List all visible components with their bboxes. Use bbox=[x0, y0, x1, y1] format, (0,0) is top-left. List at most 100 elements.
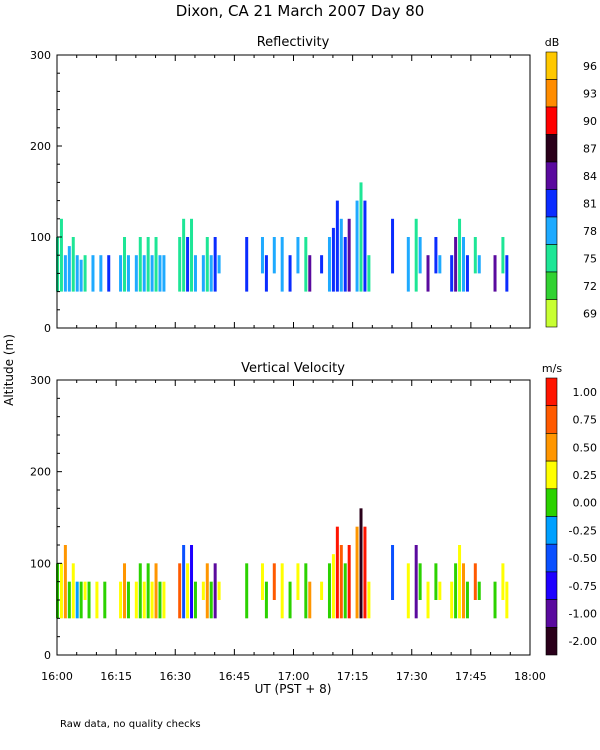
reflectivity-column bbox=[178, 237, 182, 292]
y-axis-label: Altitude (m) bbox=[2, 334, 16, 406]
reflectivity-column bbox=[245, 237, 249, 292]
velocity-colorbar-label: 0.50 bbox=[573, 441, 598, 454]
velocity-column bbox=[142, 581, 146, 619]
reflectivity-column bbox=[501, 237, 505, 274]
velocity-column bbox=[280, 563, 284, 619]
velocity-column bbox=[406, 563, 410, 619]
velocity-column bbox=[367, 581, 371, 619]
reflectivity-colorbar-label: 84 bbox=[583, 170, 597, 183]
velocity-column bbox=[146, 563, 150, 619]
velocity-colorbar-swatch bbox=[545, 405, 558, 434]
reflectivity-column bbox=[280, 237, 284, 292]
reflectivity-colorbar-label: 81 bbox=[583, 197, 597, 210]
reflectivity-column bbox=[461, 237, 465, 292]
reflectivity-colorbar-swatch bbox=[545, 106, 558, 135]
velocity-column bbox=[331, 554, 335, 619]
reflectivity-y-tick-label: 100 bbox=[30, 231, 51, 244]
reflectivity-column bbox=[138, 237, 142, 292]
velocity-title: Vertical Velocity bbox=[241, 361, 345, 376]
reflectivity-column bbox=[331, 227, 335, 292]
reflectivity-column bbox=[465, 255, 469, 292]
velocity-column bbox=[119, 581, 123, 619]
velocity-column bbox=[79, 581, 83, 619]
velocity-column bbox=[138, 563, 142, 619]
reflectivity-colorbar: 96 93 90 87 84 81 78 75 72 69 bbox=[545, 51, 597, 328]
reflectivity-column bbox=[458, 218, 462, 292]
reflectivity-colorbar-label: 90 bbox=[583, 115, 597, 128]
velocity-column bbox=[186, 563, 190, 619]
reflectivity-column bbox=[126, 255, 130, 292]
velocity-column bbox=[217, 581, 221, 600]
velocity-column bbox=[209, 581, 213, 619]
reflectivity-colorbar-swatch bbox=[545, 299, 558, 328]
velocity-y-tick-label: 200 bbox=[30, 466, 51, 479]
velocity-column bbox=[347, 545, 351, 619]
velocity-x-tick-label: 17:00 bbox=[278, 670, 310, 683]
reflectivity-column bbox=[150, 255, 154, 292]
velocity-colorbar-swatch bbox=[545, 516, 558, 545]
reflectivity-column bbox=[477, 255, 481, 274]
velocity-column bbox=[461, 563, 465, 619]
velocity-column bbox=[103, 581, 107, 619]
reflectivity-column bbox=[288, 255, 292, 292]
velocity-column bbox=[343, 563, 347, 619]
footnote: Raw data, no quality checks bbox=[60, 719, 201, 730]
velocity-x-tick-label: 17:15 bbox=[337, 670, 369, 683]
reflectivity-column bbox=[190, 218, 194, 292]
reflectivity-column bbox=[260, 237, 264, 274]
reflectivity-column bbox=[434, 237, 438, 274]
velocity-column bbox=[201, 581, 205, 600]
velocity-x-tick-label: 16:45 bbox=[219, 670, 251, 683]
reflectivity-colorbar-label: 75 bbox=[583, 252, 597, 265]
velocity-column bbox=[123, 563, 127, 619]
velocity-column bbox=[426, 581, 430, 619]
velocity-column bbox=[335, 526, 339, 619]
velocity-column bbox=[434, 563, 438, 600]
velocity-column bbox=[458, 545, 462, 619]
velocity-column bbox=[150, 581, 154, 619]
velocity-column bbox=[95, 581, 99, 619]
reflectivity-data bbox=[56, 182, 509, 292]
velocity-colorbar-label: -0.50 bbox=[569, 552, 597, 565]
reflectivity-column bbox=[182, 218, 186, 292]
velocity-x-tick-label: 16:00 bbox=[41, 670, 73, 683]
velocity-column bbox=[126, 581, 130, 619]
reflectivity-column bbox=[343, 237, 347, 292]
reflectivity-column bbox=[454, 237, 458, 292]
velocity-x-tick-label: 16:30 bbox=[159, 670, 191, 683]
reflectivity-column bbox=[363, 200, 367, 292]
velocity-column bbox=[245, 563, 249, 619]
reflectivity-column bbox=[123, 237, 127, 292]
velocity-column bbox=[414, 545, 418, 619]
reflectivity-colorbar-label: 87 bbox=[583, 142, 597, 155]
velocity-column bbox=[178, 563, 182, 619]
velocity-column bbox=[134, 581, 138, 619]
velocity-colorbar-label: 0.00 bbox=[573, 497, 598, 510]
reflectivity-column bbox=[213, 237, 217, 292]
velocity-column bbox=[158, 581, 162, 619]
velocity-column bbox=[182, 545, 186, 619]
velocity-column bbox=[296, 563, 300, 600]
velocity-y-axis: 0 100 200 300 bbox=[30, 374, 62, 662]
reflectivity-column bbox=[158, 255, 162, 292]
velocity-column bbox=[339, 545, 343, 619]
reflectivity-column bbox=[414, 218, 418, 292]
reflectivity-column bbox=[83, 255, 87, 292]
reflectivity-column bbox=[304, 237, 308, 292]
reflectivity-column bbox=[355, 200, 359, 292]
reflectivity-column bbox=[308, 255, 312, 292]
velocity-colorbar-label: -2.00 bbox=[569, 635, 597, 648]
reflectivity-column bbox=[193, 255, 197, 292]
reflectivity-column bbox=[75, 255, 79, 292]
velocity-colorbar-label: 0.25 bbox=[573, 469, 598, 482]
reflectivity-column bbox=[272, 237, 276, 274]
reflectivity-y-tick-label: 0 bbox=[44, 322, 51, 335]
velocity-column bbox=[320, 581, 324, 600]
reflectivity-column bbox=[79, 259, 83, 292]
reflectivity-column bbox=[320, 255, 324, 274]
velocity-column bbox=[190, 545, 194, 619]
velocity-x-tick-label: 18:00 bbox=[514, 670, 546, 683]
velocity-column bbox=[272, 563, 276, 600]
reflectivity-column bbox=[119, 255, 123, 292]
